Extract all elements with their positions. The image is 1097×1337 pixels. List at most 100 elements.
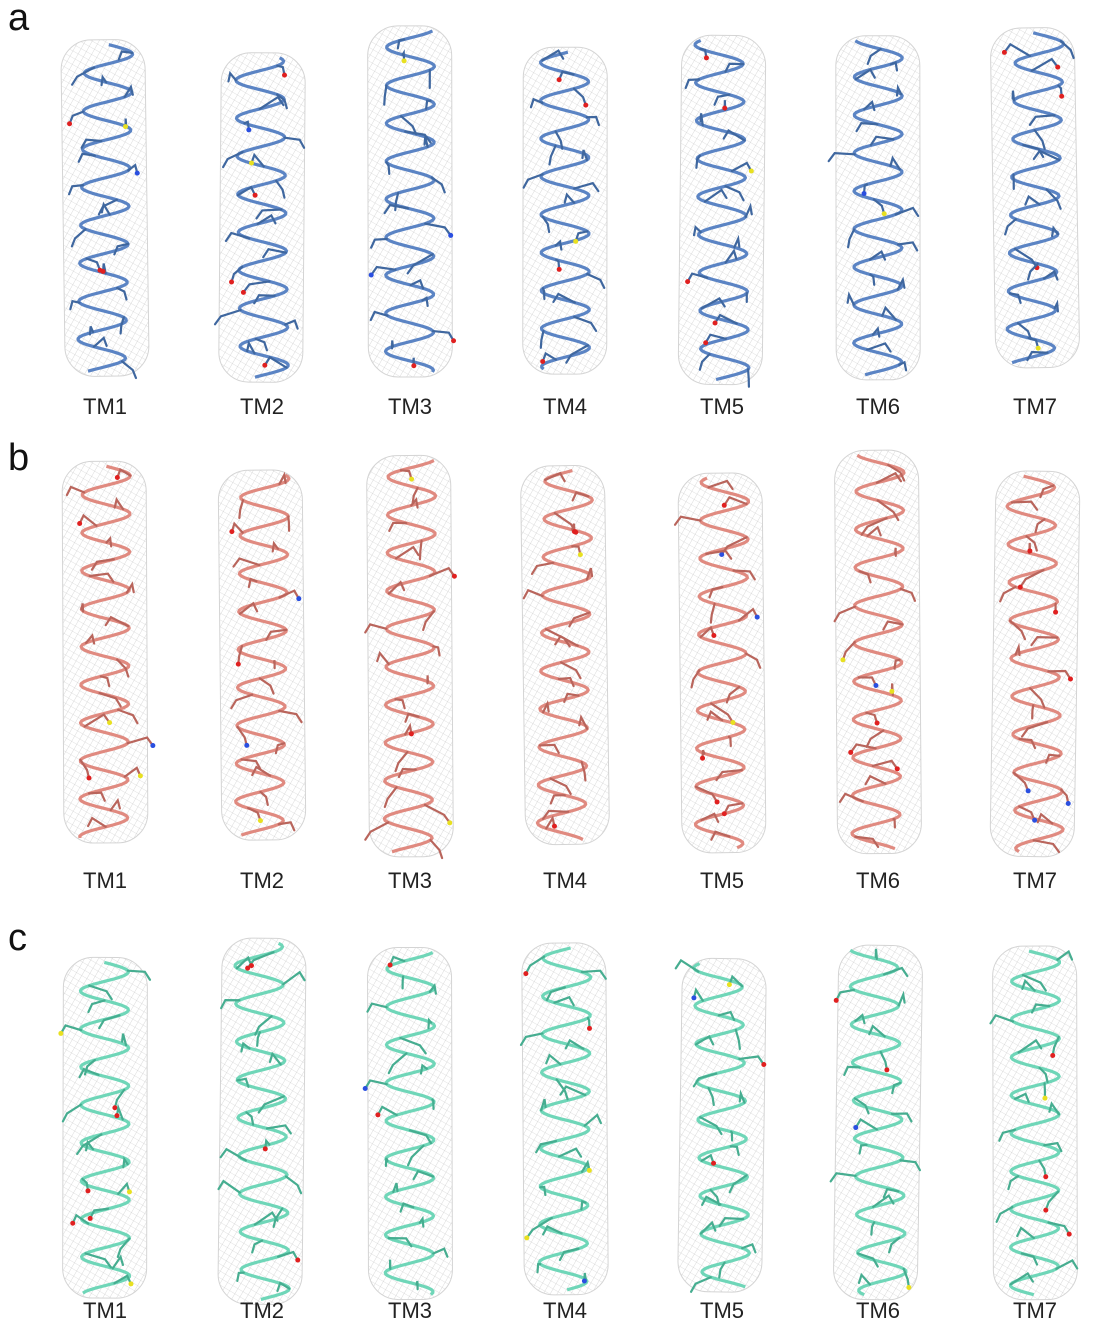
- atom: [1027, 548, 1032, 553]
- helix-label: TM1: [83, 868, 127, 893]
- atom: [1002, 50, 1007, 55]
- panel-letter: a: [8, 0, 30, 39]
- atom: [722, 811, 727, 816]
- atom: [150, 743, 155, 748]
- atom: [703, 340, 708, 345]
- atom: [282, 73, 287, 78]
- atom: [138, 773, 143, 778]
- atom: [249, 963, 254, 968]
- atom: [853, 1125, 858, 1130]
- atom: [582, 1279, 587, 1284]
- atom: [85, 1188, 90, 1193]
- atom: [749, 168, 754, 173]
- atom: [115, 475, 120, 480]
- atom: [704, 55, 709, 60]
- helix-label: TM5: [700, 394, 744, 419]
- side-chain: [731, 1132, 732, 1141]
- atom: [873, 683, 878, 688]
- atom: [906, 1285, 911, 1290]
- atom: [451, 338, 456, 343]
- atom: [895, 766, 900, 771]
- side-chain: [392, 340, 393, 348]
- atom: [578, 552, 583, 557]
- atom: [523, 971, 528, 976]
- atom: [1066, 801, 1071, 806]
- atom: [112, 1105, 117, 1110]
- helix-label: TM6: [856, 1298, 900, 1323]
- side-chain: [1013, 91, 1014, 101]
- atom: [409, 477, 414, 482]
- helix-label: TM1: [83, 394, 127, 419]
- atom: [58, 1031, 63, 1036]
- atom: [1055, 65, 1060, 70]
- density-mesh: [219, 52, 306, 382]
- atom: [236, 662, 241, 667]
- atom: [761, 1062, 766, 1067]
- helix-label: TM2: [240, 868, 284, 893]
- panel: cTM1TM2TM3TM4TM5TM6TM7: [8, 917, 1077, 1323]
- density-mesh: [520, 465, 609, 845]
- atom: [1036, 346, 1041, 351]
- atom: [557, 267, 562, 272]
- helix-label: TM4: [543, 394, 587, 419]
- atom: [369, 273, 374, 278]
- panel-letter: c: [8, 917, 27, 959]
- atom: [101, 269, 106, 274]
- atom: [123, 124, 128, 129]
- atom: [882, 211, 887, 216]
- atom: [114, 1113, 119, 1118]
- atom: [1059, 94, 1064, 99]
- atom: [258, 818, 263, 823]
- atom: [572, 529, 577, 534]
- helix-label: TM4: [543, 1298, 587, 1323]
- atom: [67, 121, 72, 126]
- side-chain: [1032, 705, 1033, 718]
- side-chain: [417, 1281, 418, 1289]
- atom: [253, 193, 258, 198]
- atom: [691, 995, 696, 1000]
- helix-label: TM3: [388, 868, 432, 893]
- panel: aTM1TM2TM3TM4TM5TM6TM7: [8, 0, 1080, 419]
- atom: [524, 1235, 529, 1240]
- atom: [263, 1146, 268, 1151]
- atom: [375, 1112, 380, 1117]
- density-mesh: [678, 35, 766, 385]
- helix-label: TM2: [240, 1298, 284, 1323]
- density-mesh: [62, 461, 148, 843]
- helix-label: TM7: [1013, 1298, 1057, 1323]
- atom: [388, 962, 393, 967]
- atom: [727, 982, 732, 987]
- atom: [448, 233, 453, 238]
- atom: [722, 106, 727, 111]
- atom: [409, 731, 414, 736]
- atom: [86, 775, 91, 780]
- atom: [88, 1216, 93, 1221]
- atom: [722, 503, 727, 508]
- atom: [249, 160, 254, 165]
- helix-label: TM3: [388, 1298, 432, 1323]
- atom: [583, 103, 588, 108]
- atom: [884, 1067, 889, 1072]
- atom: [447, 820, 452, 825]
- atom: [557, 77, 562, 82]
- atom: [587, 1026, 592, 1031]
- atom: [848, 750, 853, 755]
- atom: [128, 1281, 133, 1286]
- atom: [862, 191, 867, 196]
- atom: [1043, 1208, 1048, 1213]
- atom: [587, 1168, 592, 1173]
- side-chain: [895, 548, 896, 556]
- atom: [715, 799, 720, 804]
- atom: [363, 1086, 368, 1091]
- helix-label: TM1: [83, 1298, 127, 1323]
- side-chain: [81, 603, 83, 611]
- atom: [70, 1221, 75, 1226]
- helix-label: TM6: [856, 394, 900, 419]
- atom: [552, 824, 557, 829]
- helix-label: TM7: [1013, 868, 1057, 893]
- helix-label: TM6: [856, 868, 900, 893]
- atom: [295, 1258, 300, 1263]
- atom: [1042, 1096, 1047, 1101]
- atom: [755, 615, 760, 620]
- atom: [127, 1189, 132, 1194]
